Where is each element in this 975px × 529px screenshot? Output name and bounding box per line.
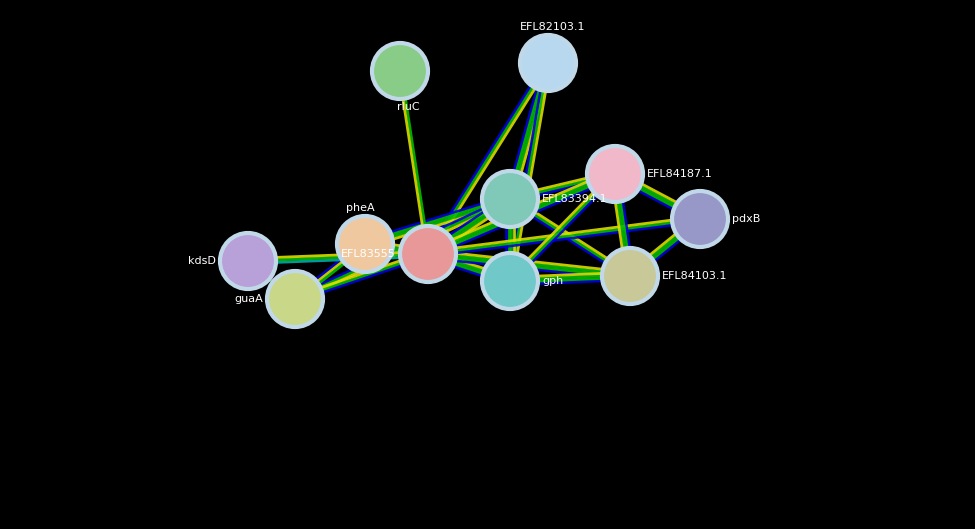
Text: EFL84187.1: EFL84187.1 — [647, 169, 713, 179]
Text: EFL84103.1: EFL84103.1 — [662, 271, 727, 281]
Circle shape — [587, 146, 643, 202]
Text: guaA: guaA — [234, 294, 263, 304]
Text: EFL83394.1: EFL83394.1 — [542, 194, 607, 204]
Circle shape — [267, 271, 323, 327]
Text: gph: gph — [542, 276, 564, 286]
Text: EFL82103.1: EFL82103.1 — [521, 22, 586, 32]
Text: rluC: rluC — [397, 102, 419, 112]
Circle shape — [372, 43, 428, 99]
Circle shape — [482, 253, 538, 309]
Circle shape — [400, 226, 456, 282]
Text: pheA: pheA — [346, 203, 374, 213]
Circle shape — [337, 216, 393, 272]
Circle shape — [672, 191, 728, 247]
Text: kdsD: kdsD — [188, 256, 216, 266]
Text: EFL83555: EFL83555 — [341, 249, 396, 259]
Circle shape — [520, 35, 576, 91]
Circle shape — [602, 248, 658, 304]
Circle shape — [220, 233, 276, 289]
Circle shape — [482, 171, 538, 227]
Text: pdxB: pdxB — [732, 214, 760, 224]
